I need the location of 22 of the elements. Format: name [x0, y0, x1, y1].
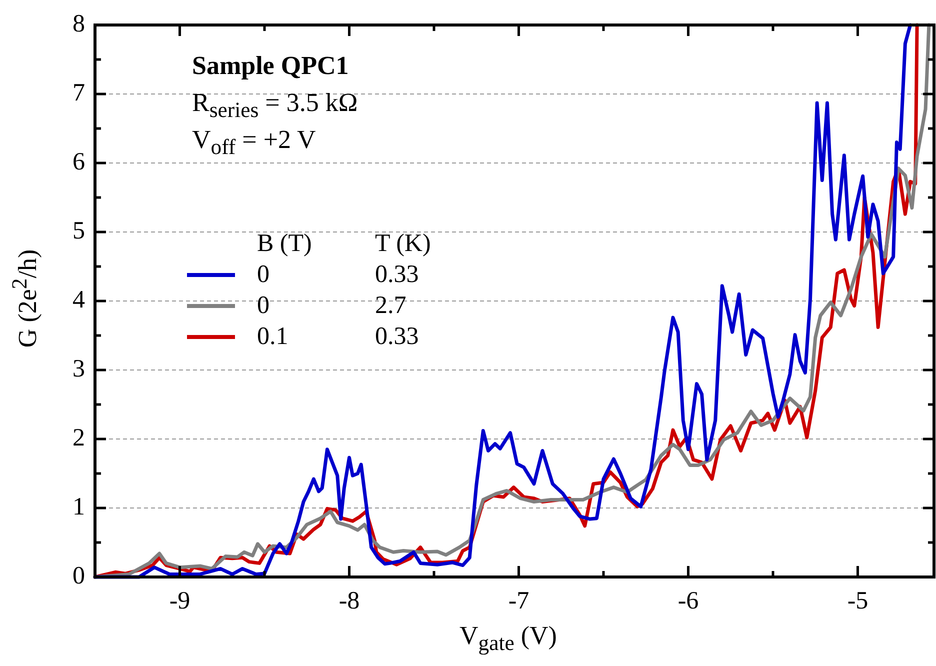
y-tick-label: 5 — [72, 218, 85, 245]
y-tick-label: 6 — [72, 148, 85, 176]
x-axis-title: V$_{gate}$ (V) — [460, 621, 557, 656]
annotation: V$_{off}$ = +2 V — [192, 125, 316, 160]
y-tick-label: 4 — [72, 286, 86, 314]
annotation: Sample QPC1 — [192, 51, 349, 80]
y-tick-label: 8 — [72, 10, 85, 38]
x-tick-label: -7 — [508, 588, 530, 615]
y-tick-label: 3 — [72, 356, 85, 383]
y-tick-label: 7 — [72, 80, 85, 107]
x-tick-label: -6 — [678, 588, 699, 615]
y-tick-label: 2 — [72, 424, 85, 452]
legend-title: B (T) T (K) — [257, 230, 431, 258]
annotation: R$_{series}$ = 3.5 kΩ — [192, 88, 358, 122]
x-tick-label: -8 — [338, 588, 360, 615]
legend-label: 0 2.7 — [257, 292, 406, 320]
legend-label: 0.1 0.33 — [257, 322, 419, 350]
y-tick-label: 0 — [72, 562, 85, 590]
x-tick-label: -5 — [847, 588, 868, 615]
x-tick-label: -9 — [169, 588, 190, 615]
legend-label: 0 0.33 — [257, 260, 419, 288]
y-tick-label: 1 — [72, 494, 85, 521]
